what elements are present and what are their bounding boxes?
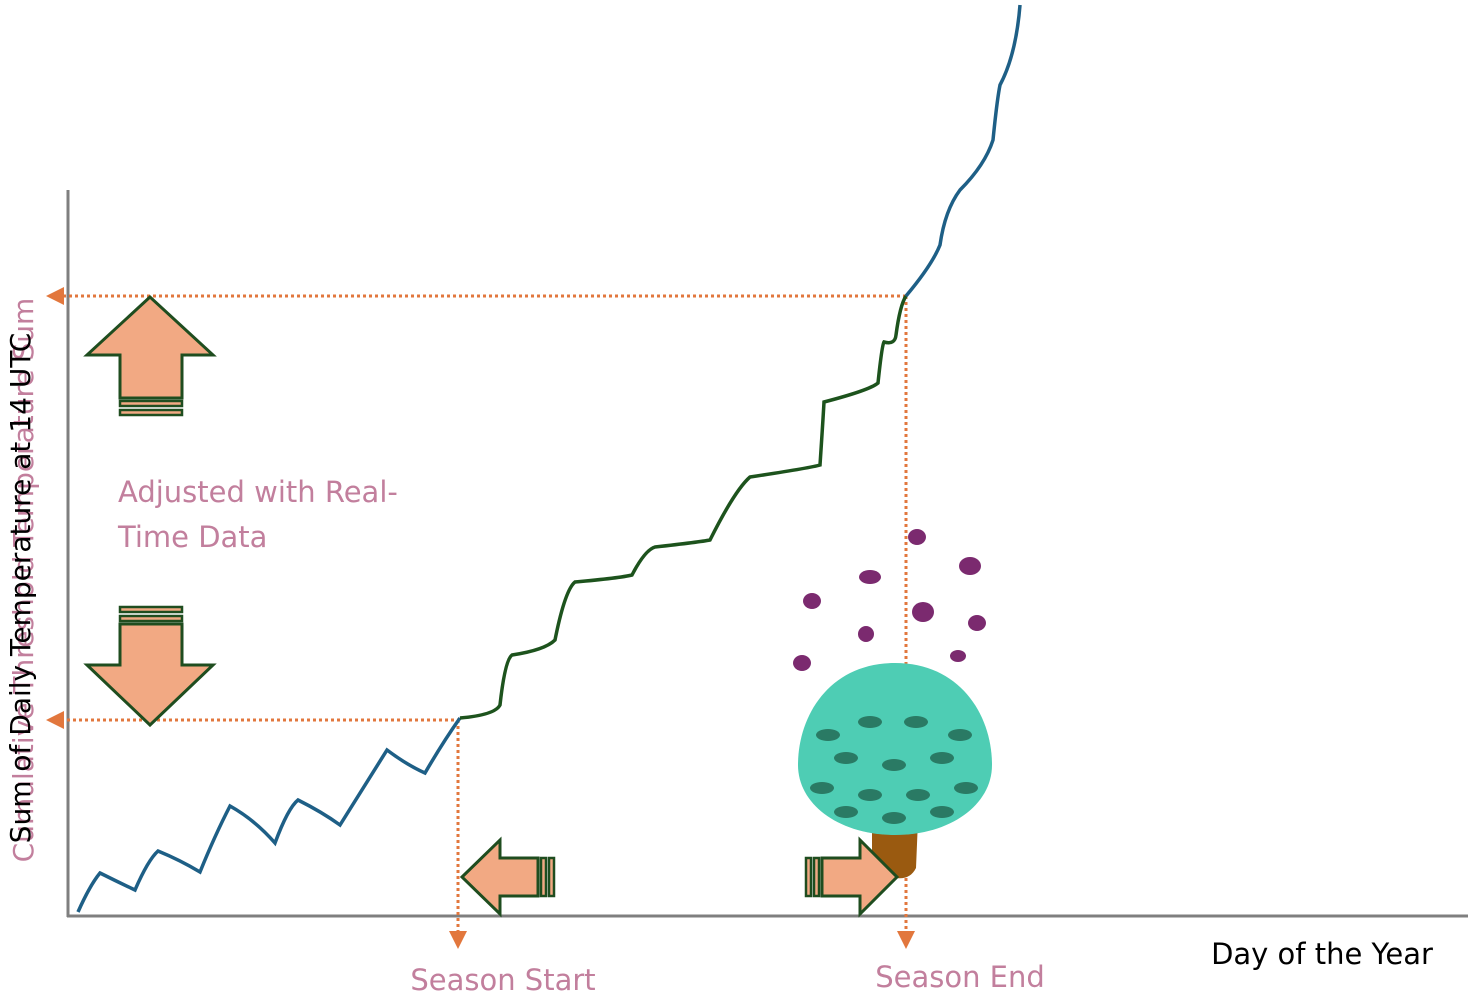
tree	[798, 663, 992, 879]
season-start-label: Season Start	[410, 963, 595, 994]
note-line: Adjusted with Real-	[118, 475, 398, 509]
y-axis-label: Cumulative Threshold Temperature Sum	[7, 298, 40, 863]
curve-post-season	[904, 4, 1022, 298]
season-end-label: Season End	[875, 960, 1045, 994]
right-arrow	[804, 836, 900, 918]
curve-season	[459, 295, 908, 720]
left-arrow	[459, 836, 556, 918]
y-axis-label: Sum of Daily Temperature at 14 UTC	[4, 333, 37, 844]
blossoms	[793, 529, 986, 671]
up-arrow	[83, 294, 217, 417]
note-line: Time Data	[117, 520, 267, 554]
down-arrow	[83, 605, 217, 728]
curve-pre-season	[76, 716, 462, 913]
x-axis-label: Day of the Year	[1211, 937, 1433, 971]
